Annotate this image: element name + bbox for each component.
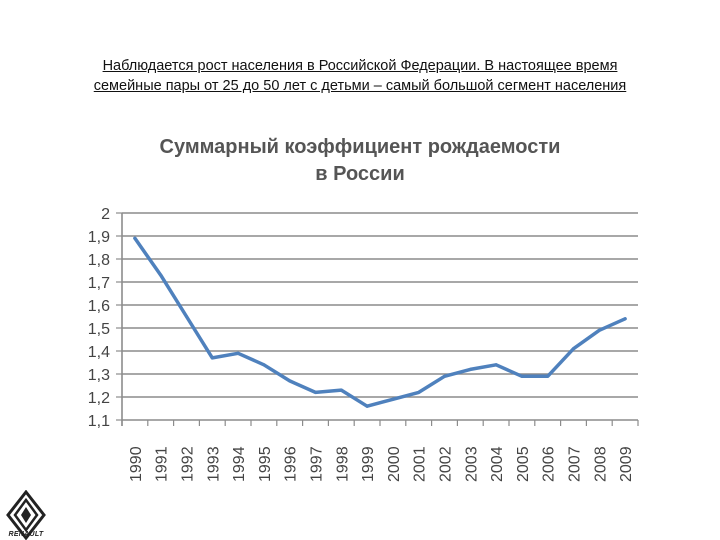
caption-line-1: Наблюдается рост населения в Российской … xyxy=(102,58,618,74)
x-tick-label: 1991 xyxy=(154,446,171,482)
y-tick-label: 1,5 xyxy=(88,321,110,338)
data-point xyxy=(597,328,601,332)
data-point xyxy=(520,374,524,378)
renault-logo-text: RENAULT xyxy=(8,531,44,538)
x-tick-label: 1999 xyxy=(360,446,377,482)
y-tick-label: 1,7 xyxy=(88,275,110,292)
data-point xyxy=(210,356,214,360)
x-tick-label: 2003 xyxy=(463,446,480,482)
data-point xyxy=(494,363,498,367)
y-tick-label: 1,4 xyxy=(88,344,110,361)
data-point xyxy=(391,397,395,401)
data-point xyxy=(133,236,137,240)
y-tick-label: 1,8 xyxy=(88,252,110,269)
x-tick-label: 2000 xyxy=(386,446,403,482)
data-point xyxy=(262,363,266,367)
y-tick-label: 1,3 xyxy=(88,367,110,384)
x-tick-label: 2006 xyxy=(541,446,558,482)
caption-line-2: семейные пары от 25 до 50 лет с детьми –… xyxy=(93,78,627,94)
x-axis-tick-labels: 1990 1991 1992 1993 1994 1995 1996 1997 1998 1999… xyxy=(128,446,635,482)
data-point xyxy=(185,315,188,318)
x-tick-label: 2002 xyxy=(438,446,455,482)
x-tick-label: 1997 xyxy=(309,446,326,482)
data-point xyxy=(365,404,369,408)
x-tick-label: 1995 xyxy=(257,446,274,482)
data-point xyxy=(417,390,421,394)
x-tick-label: 2007 xyxy=(567,446,584,482)
data-point xyxy=(159,273,163,277)
data-point xyxy=(288,379,292,383)
series-line xyxy=(133,236,627,408)
y-tick-label: 2 xyxy=(101,206,110,223)
chart-title: Суммарный коэффициент рождаемости в Росс… xyxy=(100,134,620,188)
slide-caption: Наблюдается рост населения в Российской … xyxy=(40,56,680,96)
chart-gridlines xyxy=(116,212,639,426)
x-tick-label: 1993 xyxy=(205,446,222,482)
x-tick-label: 1994 xyxy=(231,446,248,482)
data-point xyxy=(623,317,627,321)
y-tick-label: 1,1 xyxy=(88,413,110,430)
chart-title-line-2: в России xyxy=(315,163,405,185)
data-point xyxy=(468,367,472,371)
data-point xyxy=(443,374,446,378)
y-tick-label: 1,2 xyxy=(88,390,110,407)
chart-series xyxy=(133,236,627,408)
renault-diamond-logo-icon xyxy=(6,490,46,540)
x-tick-label: 1998 xyxy=(334,446,351,482)
x-tick-label: 1996 xyxy=(283,446,300,482)
x-tick-label: 2009 xyxy=(618,446,635,482)
y-tick-label: 1,6 xyxy=(88,298,110,315)
y-axis-tick-labels: 1,1 1,2 1,3 1,4 1,5 1,6 1,7 1,8 1,9 2 xyxy=(88,206,110,430)
x-tick-label: 2008 xyxy=(592,446,609,482)
x-tick-label: 2005 xyxy=(515,446,532,482)
y-tick-label: 1,9 xyxy=(88,229,110,246)
x-tick-label: 1990 xyxy=(128,446,145,482)
data-point xyxy=(572,347,575,351)
x-tick-label: 2001 xyxy=(412,446,429,482)
x-tick-label: 1992 xyxy=(180,446,197,482)
data-point xyxy=(546,374,550,378)
x-tick-label: 2004 xyxy=(489,446,506,482)
data-point xyxy=(314,390,317,394)
data-point xyxy=(236,351,240,355)
chart-title-line-1: Суммарный коэффициент рождаемости xyxy=(159,136,561,158)
data-point xyxy=(339,388,343,392)
